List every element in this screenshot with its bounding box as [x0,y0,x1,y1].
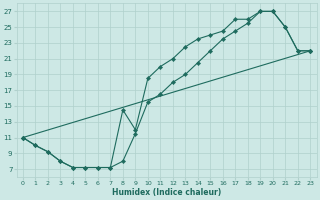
X-axis label: Humidex (Indice chaleur): Humidex (Indice chaleur) [112,188,221,197]
